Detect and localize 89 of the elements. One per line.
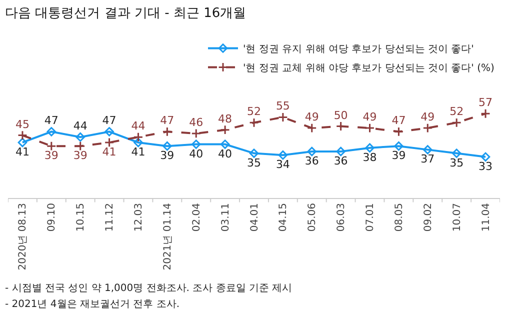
data-label: 40 xyxy=(189,147,204,160)
data-label: 47 xyxy=(160,114,174,128)
data-label: 35 xyxy=(247,156,261,170)
point xyxy=(220,140,230,149)
x-tick-label: 06.03 xyxy=(336,203,348,232)
point xyxy=(452,118,462,128)
x-tick-label: 04.01 xyxy=(249,203,260,232)
data-label: 39 xyxy=(73,149,88,162)
data-label: 39 xyxy=(160,149,174,162)
x-tick-label: 2021년 01.14 xyxy=(162,203,174,270)
text: - 2021년 4월은 재보궐선거 전후 조사. xyxy=(5,299,180,310)
point xyxy=(76,132,85,142)
x-tick-label: 08.05 xyxy=(394,203,405,232)
data-label: 39 xyxy=(44,149,58,162)
data-label: 52 xyxy=(450,105,464,118)
point xyxy=(278,112,288,122)
data-label: 49 xyxy=(362,110,377,124)
point xyxy=(104,138,114,148)
data-label: 40 xyxy=(218,147,232,160)
point xyxy=(18,130,28,140)
x-tick-label: 2020년 08.13 xyxy=(18,203,29,270)
data-label: 47 xyxy=(102,114,116,128)
x-tick-label: 04.15 xyxy=(278,203,290,232)
point xyxy=(336,146,346,156)
x-tick-label: 05.06 xyxy=(307,203,318,232)
data-label: 49 xyxy=(420,110,435,124)
point xyxy=(191,140,201,149)
point xyxy=(278,150,288,160)
data-label: 41 xyxy=(102,145,116,158)
point xyxy=(134,138,143,148)
data-label: 45 xyxy=(15,118,30,131)
point xyxy=(394,126,404,137)
point xyxy=(480,108,490,119)
data-label: 50 xyxy=(334,108,348,122)
data-label: 35 xyxy=(450,156,464,170)
point xyxy=(46,141,56,152)
point xyxy=(46,127,56,136)
data-label: 46 xyxy=(189,116,204,129)
point xyxy=(162,141,172,151)
point xyxy=(162,126,172,137)
point xyxy=(191,128,202,138)
chart-title: 다음 대통령선거 결과 기대 - 최근 16개월 xyxy=(5,6,246,22)
data-label: 38 xyxy=(362,150,377,164)
data-label: 47 xyxy=(44,114,58,128)
data-label: 34 xyxy=(276,158,290,172)
x-tick-label: 03.11 xyxy=(220,203,232,232)
data-label: 44 xyxy=(131,120,146,133)
x-tick-label: 11.04 xyxy=(480,203,492,232)
point xyxy=(249,118,259,128)
data-label: 41 xyxy=(15,145,30,158)
x-tick-label: 10.07 xyxy=(452,203,463,232)
point xyxy=(104,127,114,136)
x-tick-label: 07.01 xyxy=(365,203,376,232)
legend-label: '현 정권 유지 위해 여당 후보가 당선되는 것이 좋다' xyxy=(243,44,474,56)
point xyxy=(307,146,317,156)
point xyxy=(452,148,462,158)
data-label: 39 xyxy=(392,149,406,162)
point xyxy=(133,132,144,142)
point xyxy=(364,123,375,133)
point xyxy=(394,141,404,151)
point xyxy=(306,123,317,133)
x-tick-label: 09.10 xyxy=(46,203,58,232)
point xyxy=(422,123,433,133)
x-tick-label: 02.04 xyxy=(191,203,202,232)
point xyxy=(480,152,490,162)
data-label: 36 xyxy=(334,154,348,168)
text: - 시점별 전국 성인 약 1,000명 전화조사. 조사 종료일 기준 제시 xyxy=(5,283,292,294)
x-tick-label: 12.03 xyxy=(133,203,144,232)
legend-label: '현 정권 교체 위해 야당 후보가 당선되는 것이 좋다' (%) xyxy=(243,63,495,74)
point xyxy=(18,138,28,148)
x-tick-label: 09.02 xyxy=(422,203,434,232)
point xyxy=(220,124,230,135)
data-label: 55 xyxy=(276,100,290,113)
data-label: 57 xyxy=(478,96,493,110)
data-label: 33 xyxy=(478,160,493,173)
point xyxy=(365,143,374,153)
data-label: 49 xyxy=(304,110,319,124)
x-tick-label: 11.12 xyxy=(104,203,116,232)
point xyxy=(75,141,86,152)
data-label: 48 xyxy=(218,112,232,126)
data-label: 37 xyxy=(420,152,435,166)
data-label: 36 xyxy=(304,154,319,168)
data-label: 52 xyxy=(247,105,261,118)
data-label: 41 xyxy=(131,145,146,158)
x-tick-label: 10.15 xyxy=(76,203,87,232)
point xyxy=(423,145,432,154)
data-label: 47 xyxy=(392,114,406,128)
point xyxy=(249,148,259,158)
data-label: 44 xyxy=(73,120,88,133)
